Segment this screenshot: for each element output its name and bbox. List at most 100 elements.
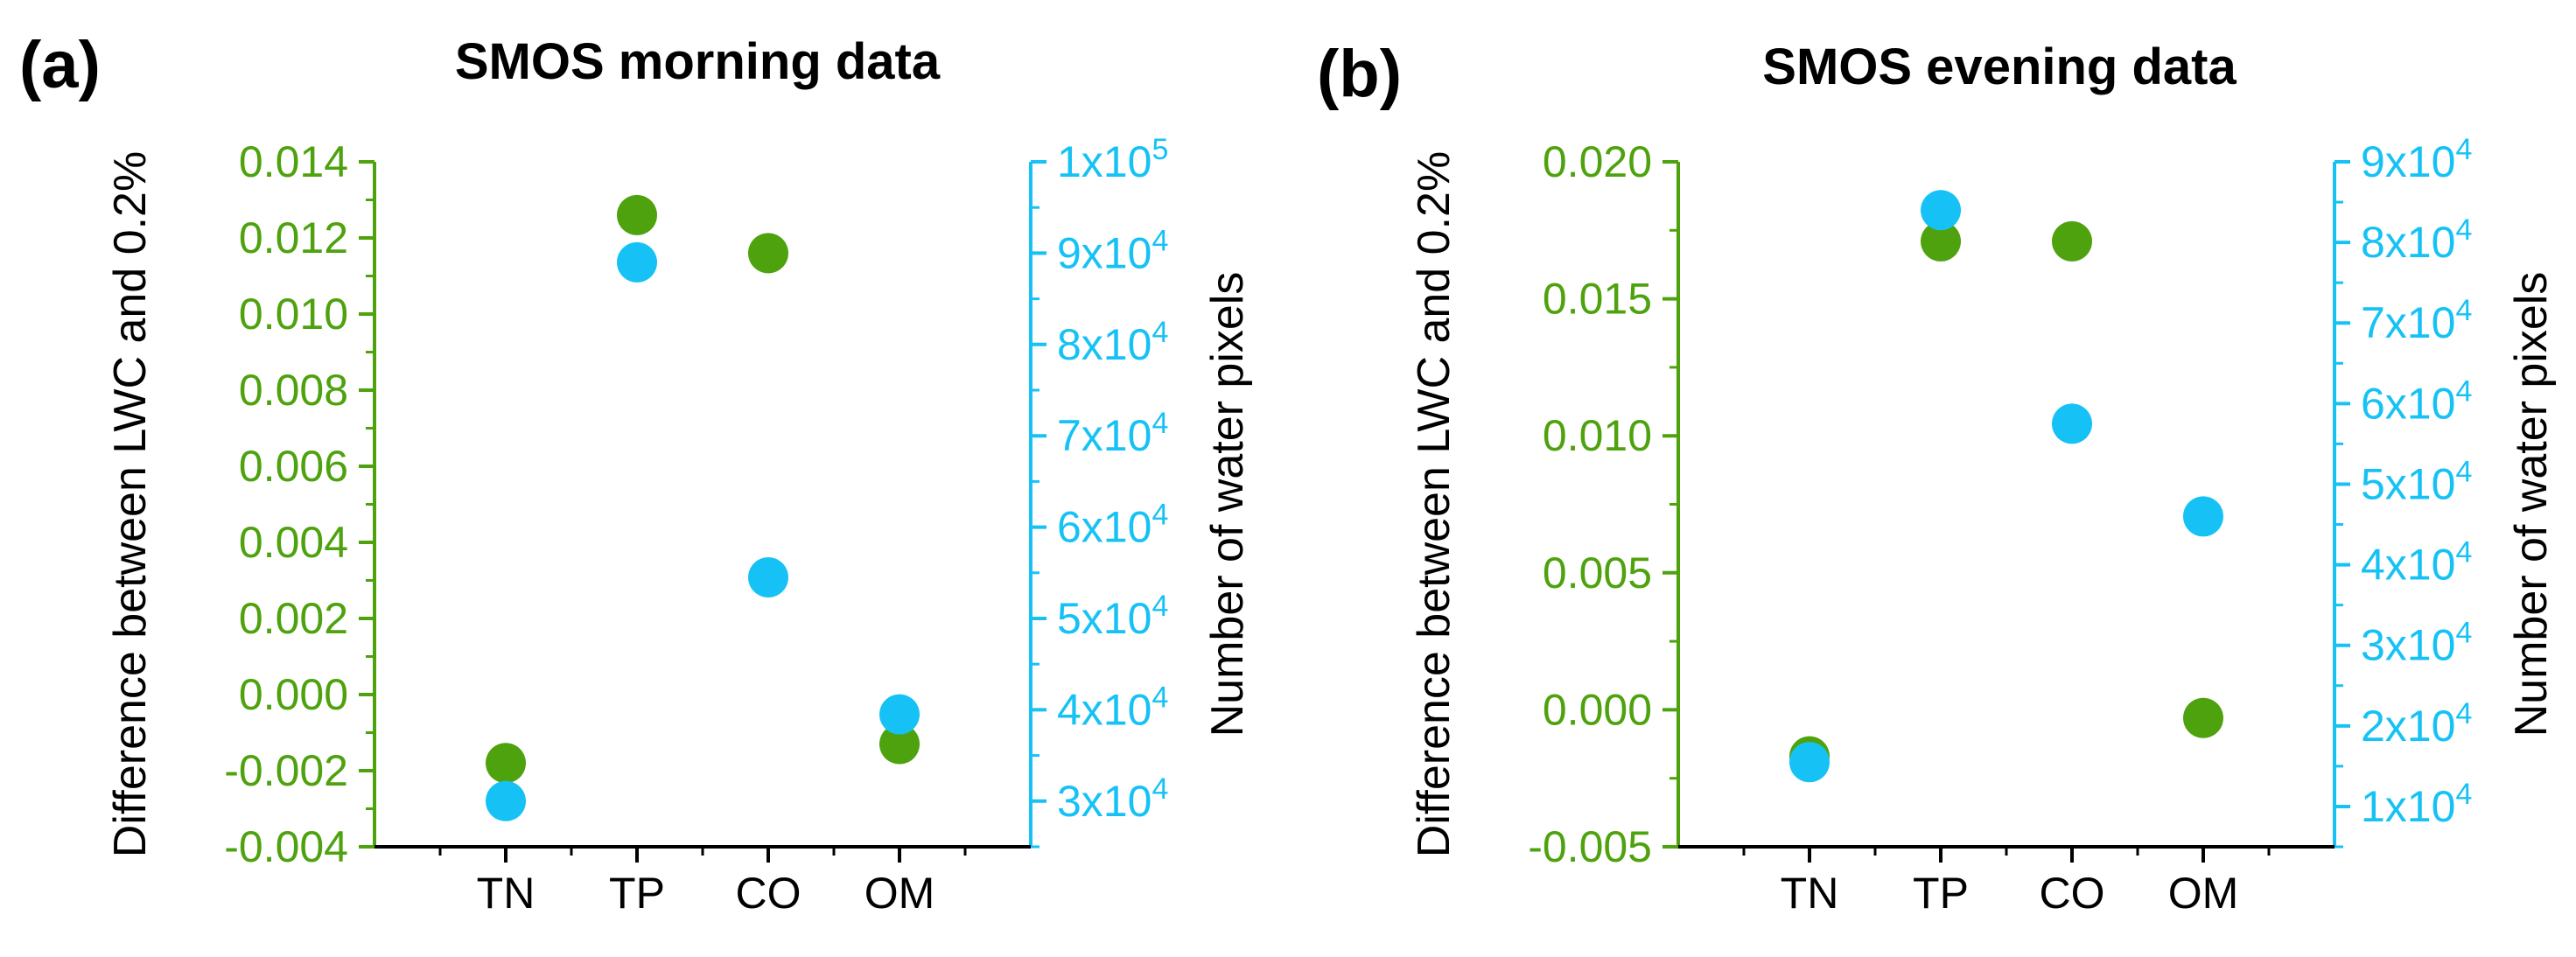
x-tick-label: TN bbox=[1781, 869, 1839, 918]
left-tick-label: 0.006 bbox=[239, 442, 348, 491]
x-tick-label: TN bbox=[477, 869, 536, 918]
right-tick-exponent: 4 bbox=[2455, 374, 2472, 408]
lwc-difference-point bbox=[2183, 697, 2223, 738]
water-pixels-point bbox=[1921, 190, 1961, 231]
left-tick-label: 0.008 bbox=[239, 366, 348, 415]
left-tick-label: 0.004 bbox=[239, 518, 348, 567]
right-tick-exponent: 4 bbox=[1152, 407, 1168, 440]
right-tick-exponent: 4 bbox=[1152, 590, 1168, 623]
left-tick-label: -0.004 bbox=[224, 822, 348, 871]
chart-title: SMOS morning data bbox=[455, 33, 941, 90]
right-axis-title: Number of water pixels bbox=[1202, 272, 1253, 737]
right-tick-mantissa: 7x10 bbox=[1057, 411, 1152, 460]
right-tick-mantissa: 8x10 bbox=[1057, 320, 1152, 369]
right-tick-mantissa: 5x10 bbox=[1057, 594, 1152, 643]
lwc-difference-point bbox=[1921, 220, 1961, 262]
right-tick-exponent: 4 bbox=[1152, 681, 1168, 714]
right-tick-label: 5x104 bbox=[1057, 590, 1168, 643]
right-tick-label: 3x104 bbox=[2361, 617, 2472, 670]
lwc-difference-point bbox=[617, 194, 657, 235]
left-tick-label: 0.000 bbox=[239, 670, 348, 719]
right-tick-label: 9x104 bbox=[2361, 133, 2472, 186]
right-tick-label: 4x104 bbox=[2361, 536, 2472, 590]
right-tick-mantissa: 2x10 bbox=[2361, 702, 2455, 751]
right-tick-label: 7x104 bbox=[2361, 294, 2472, 347]
right-tick-mantissa: 9x10 bbox=[2361, 137, 2455, 186]
water-pixels-point bbox=[879, 694, 920, 735]
left-tick-label: -0.002 bbox=[224, 746, 348, 795]
right-tick-exponent: 4 bbox=[2455, 697, 2472, 730]
right-tick-exponent: 4 bbox=[1152, 772, 1168, 806]
right-tick-exponent: 4 bbox=[2455, 455, 2472, 488]
x-tick-label: CO bbox=[736, 869, 802, 918]
left-tick-label: 0.020 bbox=[1543, 137, 1652, 186]
right-tick-mantissa: 1x10 bbox=[1057, 137, 1152, 186]
x-tick-label: TP bbox=[1913, 869, 1969, 918]
left-tick-label: 0.015 bbox=[1543, 275, 1652, 324]
right-tick-label: 3x104 bbox=[1057, 772, 1168, 826]
right-tick-exponent: 4 bbox=[2455, 133, 2472, 166]
right-tick-mantissa: 3x10 bbox=[1057, 777, 1152, 826]
right-tick-mantissa: 9x10 bbox=[1057, 228, 1152, 277]
right-tick-mantissa: 7x10 bbox=[2361, 298, 2455, 347]
right-tick-exponent: 4 bbox=[2455, 617, 2472, 650]
left-tick-label: 0.012 bbox=[239, 213, 348, 262]
right-tick-mantissa: 4x10 bbox=[1057, 685, 1152, 734]
right-tick-exponent: 4 bbox=[2455, 294, 2472, 327]
right-tick-label: 8x104 bbox=[2361, 213, 2472, 267]
right-tick-label: 9x104 bbox=[1057, 224, 1168, 277]
lwc-difference-point bbox=[879, 723, 920, 765]
lwc-difference-point bbox=[486, 743, 526, 784]
water-pixels-point bbox=[486, 780, 526, 821]
right-tick-mantissa: 6x10 bbox=[2361, 379, 2455, 428]
left-tick-label: 0.014 bbox=[239, 137, 348, 186]
chart-title: SMOS evening data bbox=[1762, 38, 2236, 95]
right-tick-exponent: 4 bbox=[1152, 316, 1168, 349]
right-tick-mantissa: 3x10 bbox=[2361, 621, 2455, 670]
right-tick-label: 6x104 bbox=[1057, 499, 1168, 552]
water-pixels-point bbox=[617, 241, 657, 283]
right-tick-label: 1x105 bbox=[1057, 133, 1168, 186]
water-pixels-point bbox=[2052, 403, 2092, 444]
lwc-difference-point bbox=[2052, 220, 2092, 262]
x-tick-label: OM bbox=[864, 869, 935, 918]
right-tick-mantissa: 5x10 bbox=[2361, 459, 2455, 508]
x-tick-label: TP bbox=[609, 869, 665, 918]
lwc-difference-point bbox=[748, 233, 788, 274]
right-tick-label: 6x104 bbox=[2361, 374, 2472, 428]
right-tick-mantissa: 8x10 bbox=[2361, 218, 2455, 267]
water-pixels-point bbox=[748, 557, 788, 598]
right-tick-exponent: 4 bbox=[2455, 213, 2472, 247]
right-axis-title: Number of water pixels bbox=[2506, 272, 2557, 737]
right-tick-mantissa: 4x10 bbox=[2361, 541, 2455, 590]
right-tick-mantissa: 6x10 bbox=[1057, 503, 1152, 552]
left-axis-title: Difference between LWC and 0.2% bbox=[1409, 151, 1460, 857]
right-tick-exponent: 4 bbox=[2455, 536, 2472, 569]
right-tick-label: 5x104 bbox=[2361, 455, 2472, 508]
panel-label: (b) bbox=[1317, 37, 1402, 111]
left-tick-label: 0.002 bbox=[239, 594, 348, 643]
right-tick-label: 8x104 bbox=[1057, 316, 1168, 369]
right-tick-label: 1x104 bbox=[2361, 778, 2472, 831]
right-tick-label: 4x104 bbox=[1057, 681, 1168, 734]
right-tick-label: 7x104 bbox=[1057, 407, 1168, 460]
left-axis-title: Difference between LWC and 0.2% bbox=[105, 151, 156, 857]
right-tick-mantissa: 1x10 bbox=[2361, 782, 2455, 831]
left-tick-label: 0.005 bbox=[1543, 548, 1652, 597]
right-tick-label: 2x104 bbox=[2361, 697, 2472, 751]
right-tick-exponent: 4 bbox=[1152, 224, 1168, 257]
right-tick-exponent: 4 bbox=[1152, 499, 1168, 532]
left-tick-label: -0.005 bbox=[1528, 822, 1652, 871]
left-tick-label: 0.010 bbox=[1543, 411, 1652, 460]
right-tick-exponent: 4 bbox=[2455, 778, 2472, 811]
right-tick-exponent: 5 bbox=[1152, 133, 1168, 166]
left-tick-label: 0.010 bbox=[239, 290, 348, 339]
panel-label: (a) bbox=[19, 28, 101, 102]
x-tick-label: CO bbox=[2040, 869, 2105, 918]
water-pixels-point bbox=[1789, 742, 1830, 783]
left-tick-label: 0.000 bbox=[1543, 685, 1652, 734]
x-tick-label: OM bbox=[2168, 869, 2239, 918]
water-pixels-point bbox=[2183, 496, 2223, 537]
